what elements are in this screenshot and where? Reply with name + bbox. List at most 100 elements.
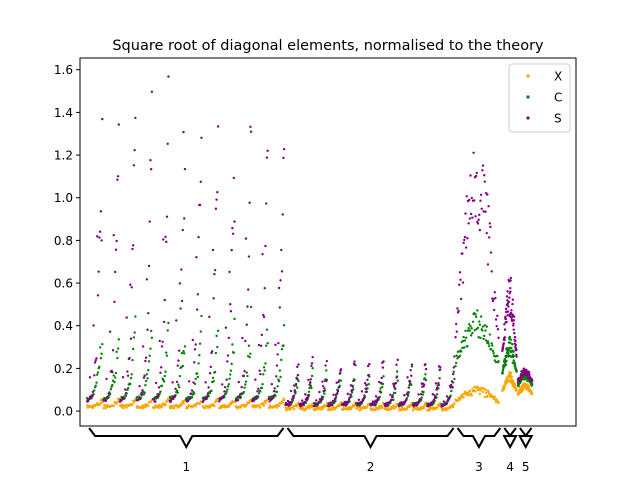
point-S: [466, 237, 469, 240]
point-S: [324, 364, 327, 367]
point-X: [497, 401, 500, 405]
point-S: [510, 309, 513, 312]
point-C: [134, 315, 137, 318]
point-C: [531, 382, 534, 386]
point-S: [305, 399, 308, 402]
point-C: [159, 390, 162, 393]
segment-label: 1: [182, 460, 190, 474]
point-C: [379, 387, 382, 390]
point-S: [157, 386, 161, 389]
point-S: [417, 393, 420, 396]
point-C: [493, 359, 497, 362]
point-X: [484, 388, 487, 392]
point-S: [200, 136, 203, 139]
point-S: [454, 335, 457, 339]
point-S: [211, 248, 215, 252]
point-S: [147, 311, 150, 315]
point-S: [505, 295, 509, 298]
point-S: [377, 396, 380, 400]
point-C: [216, 345, 219, 349]
point-S: [192, 381, 195, 384]
point-S: [207, 386, 210, 389]
point-X: [531, 392, 534, 395]
point-S: [227, 336, 230, 340]
point-S: [180, 299, 184, 303]
point-C: [508, 335, 511, 339]
point-S: [225, 378, 228, 381]
point-S: [242, 374, 246, 378]
point-S: [379, 381, 383, 385]
point-C: [464, 336, 468, 339]
point-C: [470, 327, 473, 330]
point-C: [144, 379, 148, 383]
point-X: [98, 402, 102, 405]
point-X: [281, 401, 284, 404]
point-S: [504, 315, 507, 318]
point-C: [481, 329, 484, 332]
point-C: [216, 329, 220, 333]
point-S: [489, 251, 493, 254]
point-C: [132, 336, 136, 339]
point-C: [463, 346, 466, 349]
point-C: [262, 366, 266, 369]
point-C: [147, 369, 150, 372]
point-S: [456, 307, 459, 310]
point-S: [435, 388, 438, 391]
point-S: [531, 379, 534, 383]
point-S: [512, 319, 516, 322]
point-X: [102, 407, 105, 410]
point-C: [462, 335, 465, 339]
point-C: [512, 355, 516, 358]
point-S: [519, 376, 522, 380]
point-C: [225, 390, 228, 394]
point-C: [504, 363, 508, 367]
point-X: [328, 406, 331, 409]
point-C: [468, 323, 471, 326]
point-C: [183, 345, 187, 348]
segment-brace: [502, 427, 518, 450]
point-S: [455, 330, 458, 333]
point-S: [124, 388, 127, 391]
point-S: [259, 344, 263, 347]
point-X: [277, 404, 281, 408]
point-S: [209, 365, 212, 369]
point-S: [364, 387, 367, 390]
point-S: [501, 347, 505, 350]
point-S: [161, 340, 164, 343]
point-S: [145, 278, 149, 281]
point-X: [100, 397, 103, 401]
point-S: [259, 372, 262, 376]
point-S: [463, 238, 466, 242]
point-S: [197, 235, 200, 239]
point-C: [366, 387, 369, 390]
point-S: [231, 232, 235, 235]
point-C: [109, 388, 113, 391]
point-S: [177, 359, 180, 362]
point-C: [181, 364, 184, 368]
point-S: [208, 315, 211, 319]
point-C: [473, 329, 477, 332]
point-S: [468, 198, 471, 202]
point-S: [489, 225, 492, 229]
point-S: [509, 290, 512, 293]
point-S: [432, 398, 436, 401]
point-X: [493, 395, 497, 399]
point-S: [392, 384, 396, 388]
point-C: [257, 392, 261, 395]
point-S: [317, 401, 320, 404]
point-C: [144, 383, 147, 387]
point-C: [453, 377, 456, 381]
point-X: [483, 395, 487, 399]
point-S: [322, 390, 325, 393]
point-S: [493, 308, 496, 312]
point-S: [391, 395, 394, 399]
point-S: [262, 313, 265, 317]
point-X: [172, 406, 176, 410]
point-C: [129, 382, 132, 386]
point-X: [282, 398, 286, 402]
point-S: [437, 381, 440, 385]
point-S: [467, 222, 470, 225]
point-X: [510, 375, 514, 378]
point-S: [325, 379, 328, 383]
point-C: [208, 391, 212, 395]
